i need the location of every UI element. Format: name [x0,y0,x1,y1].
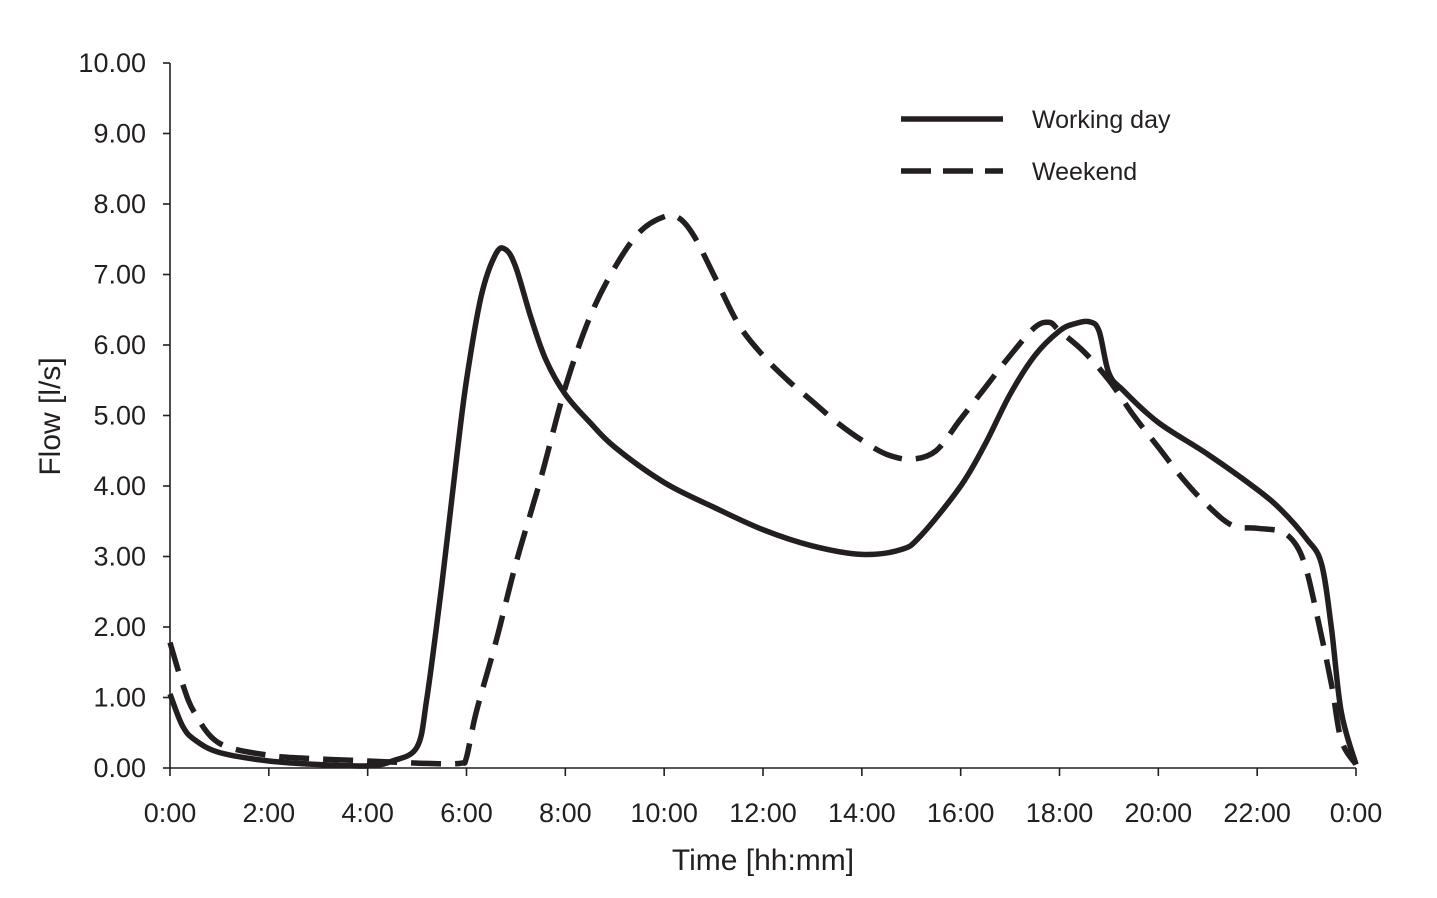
series-line-weekend [167,212,1359,767]
x-tick-label: 2:00 [243,798,296,828]
y-tick-label: 10.00 [78,48,146,78]
x-tick-label: 6:00 [440,798,493,828]
x-tick-label: 0:00 [1330,798,1383,828]
x-tick-label: 0:00 [144,798,197,828]
x-tick-label: 14:00 [828,798,896,828]
y-tick-label: 2.00 [93,612,146,642]
y-tick-label: 4.00 [93,471,146,501]
x-tick-label: 8:00 [539,798,592,828]
x-tick-label: 22:00 [1223,798,1291,828]
y-tick-label: 3.00 [93,542,146,572]
y-tick-label: 0.00 [93,753,146,783]
y-axis-title: Flow [l/s] [34,357,67,475]
x-tick-label: 12:00 [729,798,797,828]
x-tick-label: 16:00 [927,798,995,828]
x-tick-label: 4:00 [341,798,394,828]
x-tick-label: 18:00 [1026,798,1094,828]
x-tick-label: 10:00 [630,798,698,828]
y-tick-label: 1.00 [93,683,146,713]
y-tick-label: 5.00 [93,401,146,431]
series-line-working-day [167,245,1359,769]
y-tick-label: 8.00 [93,189,146,219]
y-tick-label: 9.00 [93,119,146,149]
y-tick-label: 6.00 [93,330,146,360]
legend-label: Weekend [1032,158,1137,186]
y-tick-label: 7.00 [93,260,146,290]
legend-label: Working day [1032,106,1171,134]
x-tick-label: 20:00 [1125,798,1193,828]
x-axis-title: Time [hh:mm] [672,844,854,877]
